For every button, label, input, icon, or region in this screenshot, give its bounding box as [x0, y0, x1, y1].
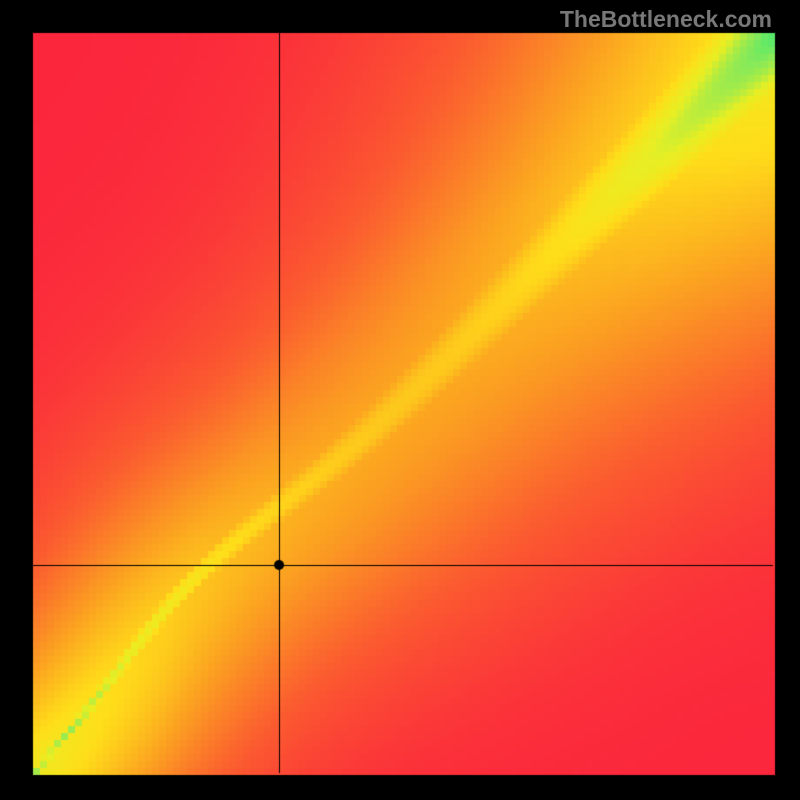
bottleneck-heatmap	[0, 0, 800, 800]
watermark-text: TheBottleneck.com	[560, 6, 772, 33]
